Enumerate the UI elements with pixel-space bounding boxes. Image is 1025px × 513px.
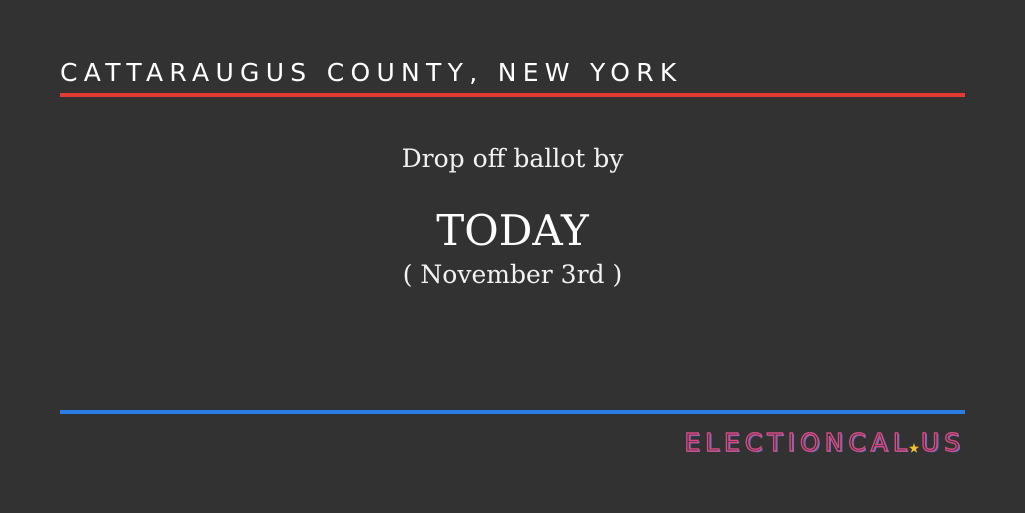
county-heading: CATTARAUGUS COUNTY, NEW YORK <box>60 58 683 87</box>
brand-logo: ELECTIONCAL US <box>684 427 965 458</box>
deadline-date: ( November 3rd ) <box>402 260 623 289</box>
blue-divider <box>60 410 965 414</box>
deadline-label: TODAY <box>436 206 589 255</box>
ballot-prompt: Drop off ballot by <box>401 144 624 173</box>
brand-name: ELECTIONCAL <box>684 427 912 457</box>
star-icon <box>908 430 919 453</box>
brand-tld: US <box>920 427 965 457</box>
red-divider <box>60 93 965 97</box>
